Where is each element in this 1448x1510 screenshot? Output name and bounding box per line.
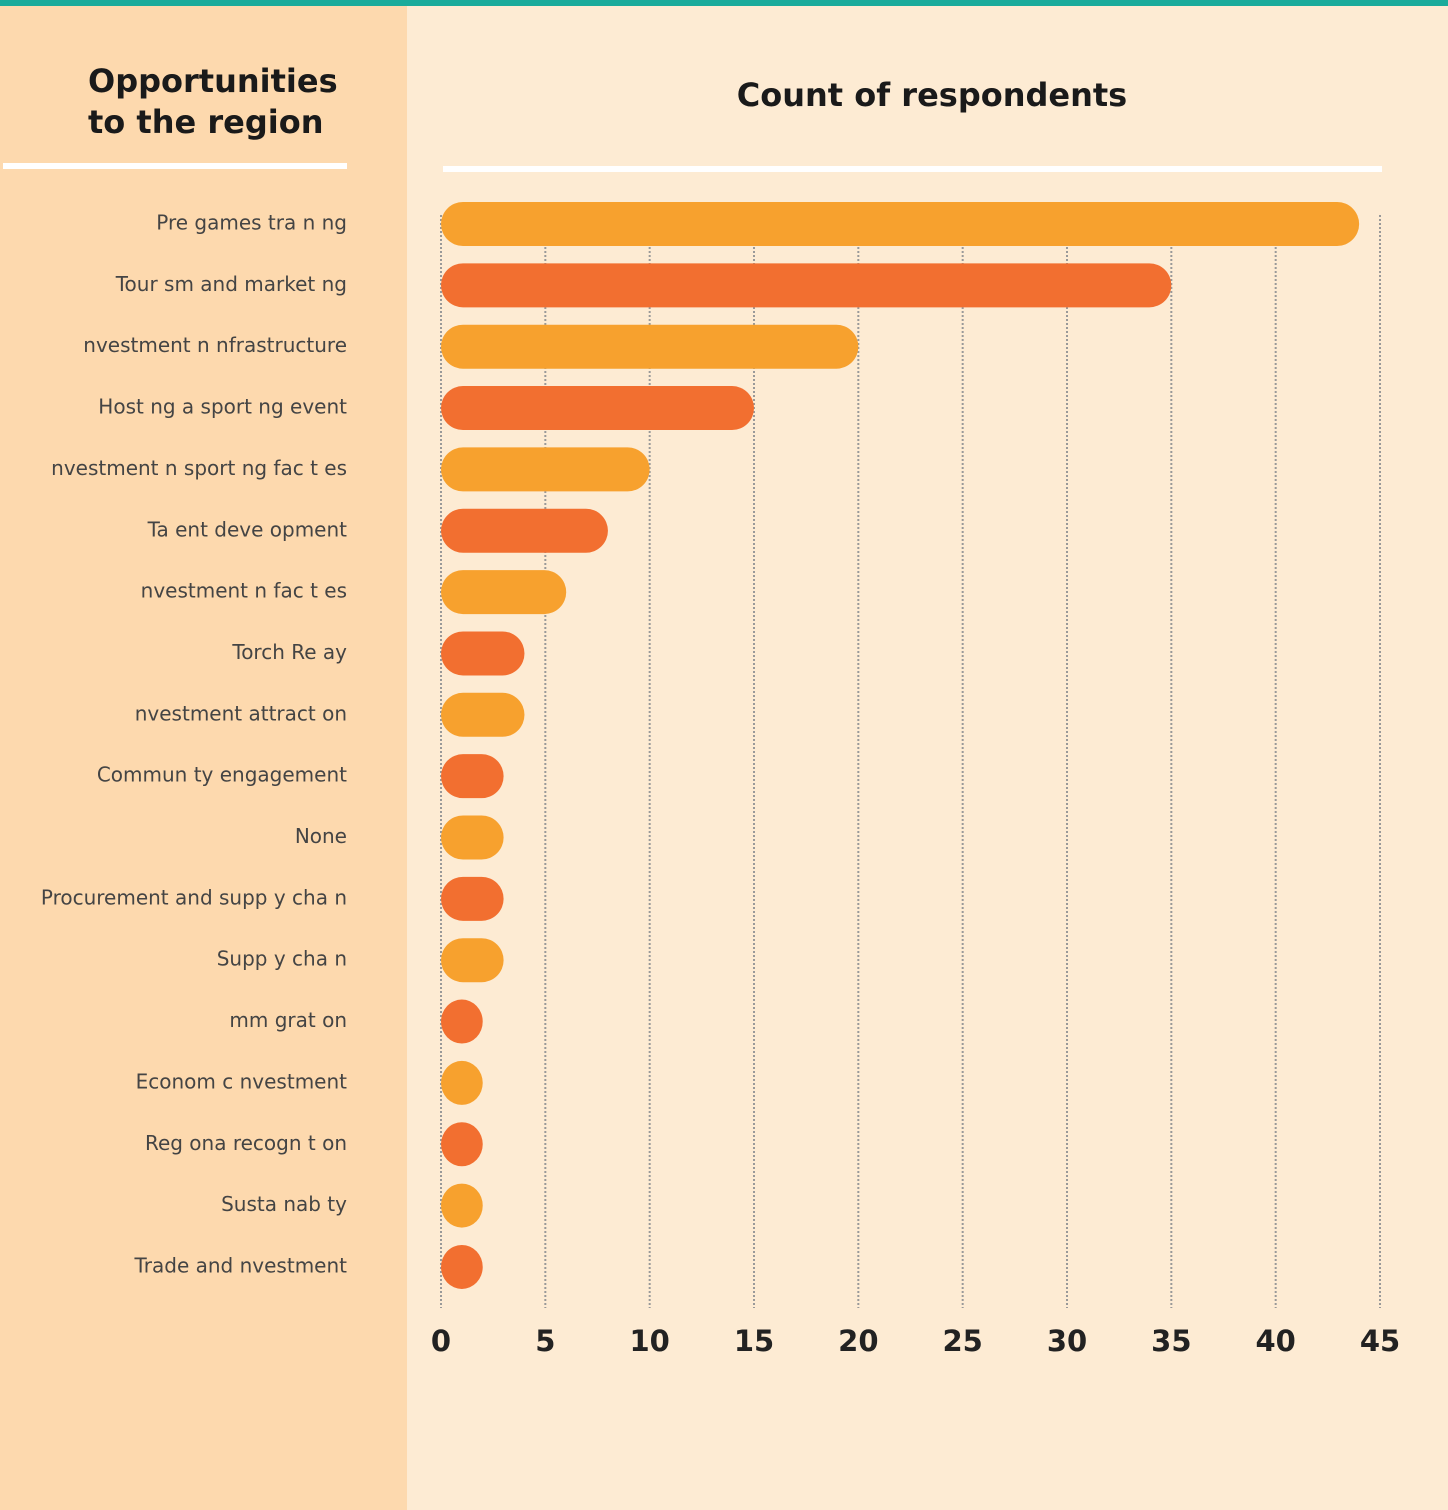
- y-tick-label: nvestment n fac t es: [141, 579, 347, 603]
- x-tick-label: 25: [942, 1324, 982, 1358]
- bar: [441, 570, 567, 615]
- divider: [443, 166, 1382, 172]
- category-axis-title: Opportunities: [88, 62, 338, 100]
- y-tick-label: Tour sm and market ng: [115, 272, 347, 296]
- y-tick-label: mm grat on: [229, 1008, 347, 1032]
- bar: [441, 631, 525, 676]
- y-tick-label: Trade and nvestment: [134, 1253, 348, 1277]
- x-tick-label: 10: [629, 1324, 669, 1358]
- y-tick-label: Host ng a sport ng event: [98, 395, 347, 419]
- y-tick-label: Pre games tra n ng: [156, 211, 347, 235]
- category-axis-title: to the region: [88, 103, 323, 141]
- y-tick-label: Procurement and supp y cha n: [41, 885, 347, 909]
- bar: [441, 1122, 483, 1167]
- y-tick-label: None: [295, 824, 347, 848]
- bar: [441, 1183, 483, 1228]
- x-tick-label: 40: [1255, 1324, 1295, 1358]
- x-tick-label: 45: [1360, 1324, 1400, 1358]
- left-panel: [0, 0, 407, 1510]
- x-tick-label: 35: [1151, 1324, 1191, 1358]
- x-tick-label: 20: [838, 1324, 878, 1358]
- bar: [441, 202, 1360, 246]
- y-tick-label: Supp y cha n: [217, 947, 347, 971]
- y-tick-label: nvestment attract on: [135, 701, 347, 725]
- bar: [441, 999, 483, 1044]
- x-tick-label: 30: [1047, 1324, 1087, 1358]
- bar: [441, 447, 650, 492]
- divider: [3, 163, 347, 169]
- y-tick-label: nvestment n nfrastructure: [83, 333, 347, 357]
- x-tick-label: 0: [431, 1324, 451, 1358]
- bar: [441, 263, 1172, 308]
- x-tick-label: 5: [535, 1324, 555, 1358]
- top-stripe: [0, 0, 1448, 6]
- bar: [441, 324, 859, 369]
- bar: [441, 1060, 483, 1105]
- bar: [441, 386, 754, 431]
- y-tick-label: Commun ty engagement: [97, 763, 347, 787]
- bar: [441, 876, 504, 921]
- bar: [441, 938, 504, 983]
- bar: [441, 815, 504, 860]
- y-tick-label: Torch Re ay: [231, 640, 347, 664]
- right-panel: [407, 0, 1448, 1510]
- bar: [441, 754, 504, 799]
- chart-title: Count of respondents: [737, 76, 1127, 114]
- bar: [441, 692, 525, 737]
- bar: [441, 508, 608, 553]
- y-tick-label: Reg ona recogn t on: [145, 1131, 347, 1155]
- y-tick-label: Susta nab ty: [221, 1192, 347, 1216]
- y-tick-label: nvestment n sport ng fac t es: [51, 456, 347, 480]
- bar: [441, 1244, 483, 1289]
- y-tick-label: Ta ent deve opment: [147, 517, 348, 541]
- y-tick-label: Econom c nvestment: [136, 1069, 348, 1093]
- x-tick-label: 15: [734, 1324, 774, 1358]
